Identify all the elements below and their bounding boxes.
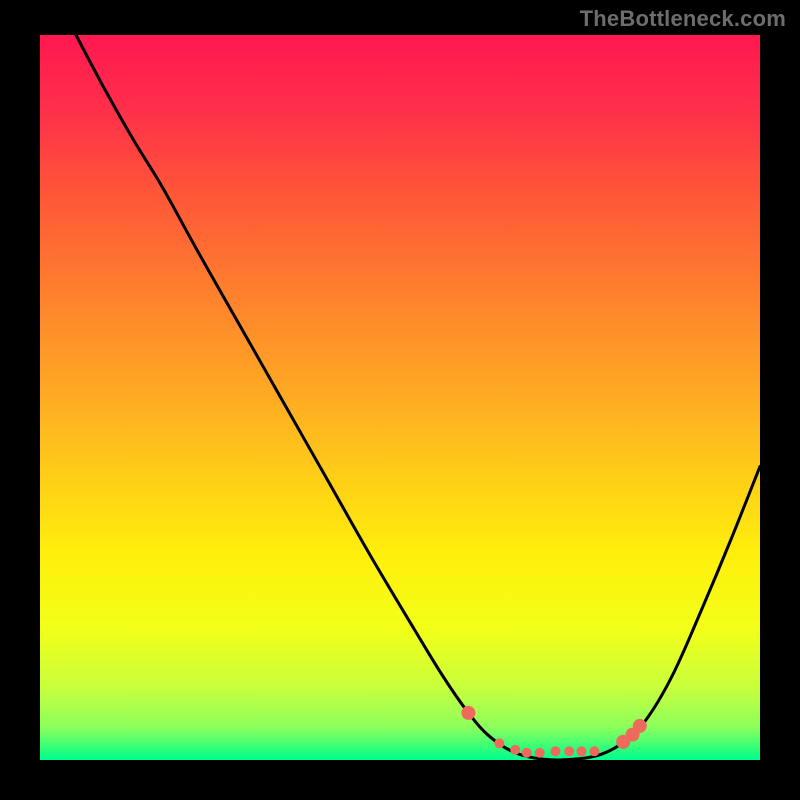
curve-marker — [590, 747, 599, 756]
gradient-background — [40, 35, 760, 760]
watermark-text: TheBottleneck.com — [580, 6, 786, 32]
curve-marker — [577, 747, 586, 756]
curve-marker — [462, 706, 475, 719]
plot-svg — [40, 35, 760, 760]
curve-marker — [511, 745, 520, 754]
plot-area — [40, 35, 760, 760]
curve-marker — [522, 748, 531, 757]
curve-marker — [495, 739, 504, 748]
curve-marker — [633, 719, 646, 732]
chart-container: TheBottleneck.com — [0, 0, 800, 800]
curve-marker — [535, 748, 544, 757]
curve-marker — [551, 747, 560, 756]
curve-marker — [565, 747, 574, 756]
